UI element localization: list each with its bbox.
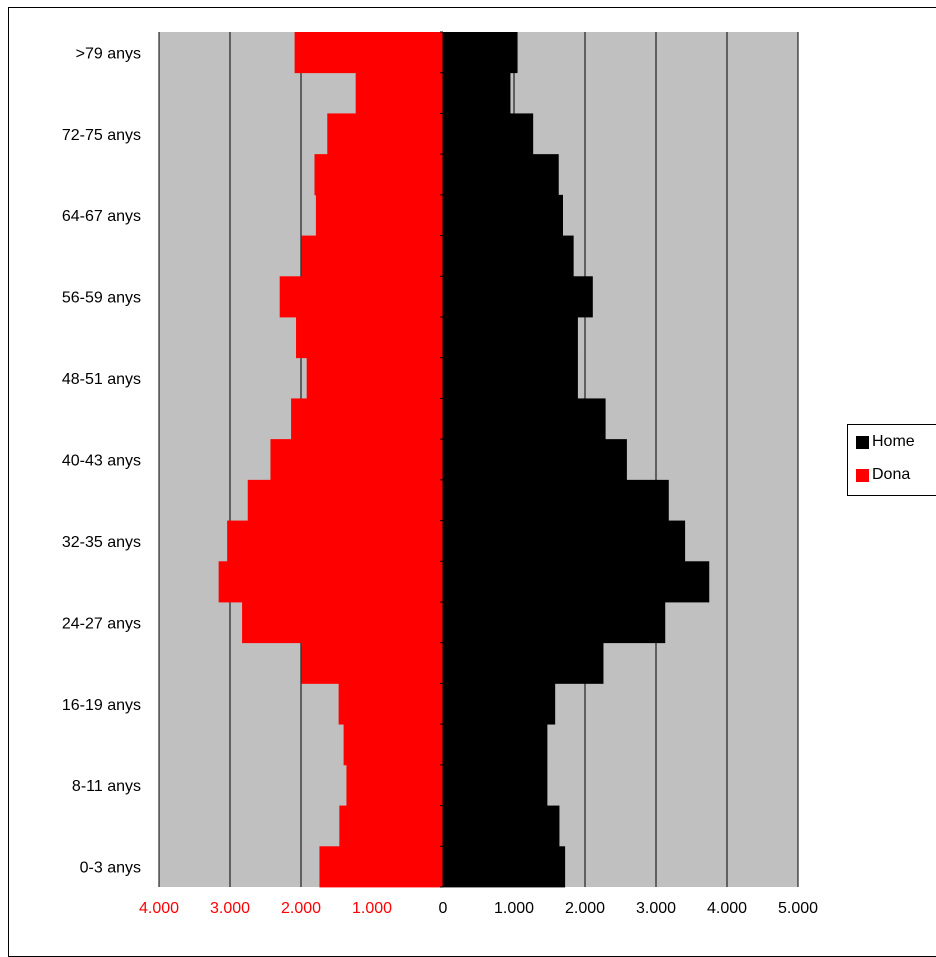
bar-home-19 (443, 72, 511, 114)
bar-home-11 (443, 398, 606, 440)
bar-dona-17 (314, 154, 443, 196)
x-tick-label-0: 4.000 (139, 900, 179, 917)
x-tick-label-2: 2.000 (281, 900, 321, 917)
bar-dona-16 (315, 194, 443, 236)
bar-home-8 (443, 520, 686, 562)
bar-dona-14 (279, 276, 443, 318)
bar-dona-1 (339, 805, 443, 847)
bar-home-3 (443, 724, 548, 766)
category-label-12: 48-51 anys (62, 371, 141, 388)
bar-home-13 (443, 317, 578, 359)
legend-label-home: Home (872, 433, 915, 450)
bar-dona-0 (319, 846, 443, 888)
bar-home-12 (443, 357, 578, 399)
bar-dona-20 (294, 32, 443, 74)
bar-home-9 (443, 479, 669, 521)
bar-home-14 (443, 276, 593, 318)
category-label-20: >79 anys (76, 45, 141, 62)
bar-home-18 (443, 113, 534, 155)
bar-dona-10 (270, 439, 443, 481)
x-tick-label-3: 1.000 (352, 900, 392, 917)
bar-dona-12 (306, 357, 443, 399)
bar-home-17 (443, 154, 559, 196)
bar-dona-18 (327, 113, 443, 155)
bar-home-6 (443, 602, 666, 644)
bar-dona-13 (296, 317, 443, 359)
x-tick-label-9: 5.000 (778, 900, 818, 917)
category-label-8: 32-35 anys (62, 534, 141, 551)
legend-swatch-home (856, 435, 869, 449)
bar-dona-15 (301, 235, 443, 277)
bar-home-2 (443, 764, 548, 806)
legend-label-dona: Dona (872, 466, 911, 483)
bar-home-16 (443, 194, 563, 236)
bar-home-10 (443, 439, 627, 481)
x-tick-label-6: 2.000 (565, 900, 605, 917)
bar-dona-6 (242, 602, 443, 644)
bar-dona-9 (247, 479, 443, 521)
category-label-6: 24-27 anys (62, 615, 141, 632)
x-tick-label-4: 0 (439, 900, 448, 917)
category-label-10: 40-43 anys (62, 453, 141, 470)
bar-dona-19 (355, 72, 443, 114)
bar-home-4 (443, 683, 556, 725)
x-tick-label-1: 3.000 (210, 900, 250, 917)
category-label-2: 8-11 anys (72, 778, 141, 795)
bar-dona-5 (301, 642, 443, 684)
bar-dona-7 (218, 561, 443, 603)
x-tick-label-7: 3.000 (636, 900, 676, 917)
category-label-0: 0-3 anys (80, 860, 141, 877)
x-tick-label-5: 1.000 (494, 900, 534, 917)
bar-dona-8 (227, 520, 443, 562)
bar-home-15 (443, 235, 574, 277)
bar-home-1 (443, 805, 560, 847)
legend-swatch-dona (856, 468, 869, 482)
legend-item-dona: Dona (856, 466, 910, 484)
bar-dona-2 (346, 764, 443, 806)
category-label-14: 56-59 anys (62, 290, 141, 307)
category-label-16: 64-67 anys (62, 208, 141, 225)
bar-home-20 (443, 32, 518, 74)
legend-item-home: Home (856, 433, 915, 451)
bar-home-5 (443, 642, 604, 684)
x-tick-label-8: 4.000 (707, 900, 747, 917)
bar-home-0 (443, 846, 566, 888)
chart-legend: Home Dona (847, 424, 936, 496)
bar-home-7 (443, 561, 710, 603)
category-label-4: 16-19 anys (62, 697, 141, 714)
bar-dona-11 (291, 398, 443, 440)
bar-dona-3 (343, 724, 443, 766)
category-label-18: 72-75 anys (62, 127, 141, 144)
bar-dona-4 (338, 683, 443, 725)
